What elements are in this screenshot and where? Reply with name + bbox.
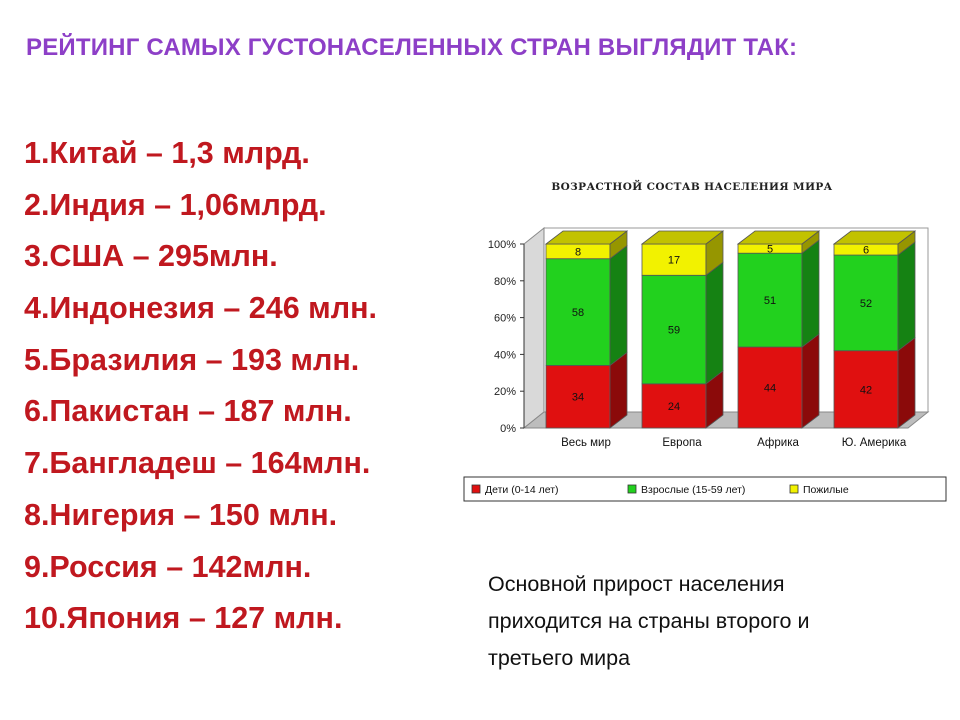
legend-swatch xyxy=(471,484,481,494)
slide-title: РЕЙТИНГ САМЫХ ГУСТОНАСЕЛЕННЫХ СТРАН ВЫГЛ… xyxy=(26,34,798,61)
y-tick-label: 0% xyxy=(500,423,516,435)
bar-top-face xyxy=(736,230,821,245)
x-tick-label: Ю. Америка xyxy=(842,437,907,449)
bar-segment xyxy=(641,274,707,385)
bar-top-face xyxy=(544,230,629,245)
bar-value-label: 17 xyxy=(668,255,680,267)
ranking-item: 4.Индонезия – 246 млн. xyxy=(24,291,377,326)
bar-segment-side xyxy=(897,241,916,352)
y-tick-label: 20% xyxy=(494,386,516,398)
ranking-item: 5.Бразилия – 193 млн. xyxy=(24,342,360,377)
y-tick-label: 40% xyxy=(494,349,516,361)
ranking-item: 9.Россия – 142млн. xyxy=(24,549,312,584)
y-tick-label: 80% xyxy=(494,276,516,288)
caption-line: третьего мира xyxy=(488,646,631,670)
bar-segment xyxy=(833,350,899,429)
legend-label: Дети (0-14 лет) xyxy=(485,484,559,496)
ranking-item: 10.Япония – 127 млн. xyxy=(24,601,343,636)
age-structure-chart: ВОЗРАСТНОЙ СОСТАВ НАСЕЛЕНИЯ МИРА 0% 20% 40%… xyxy=(462,172,948,510)
bar-value-label: 6 xyxy=(863,245,869,257)
chart-side-wall xyxy=(523,226,545,430)
bar-value-label: 52 xyxy=(860,298,872,310)
bar-value-label: 59 xyxy=(668,325,680,337)
ranking-item: 7.Бангладеш – 164млн. xyxy=(24,446,371,481)
bar-segment xyxy=(641,243,707,276)
bar-segment-side xyxy=(705,261,724,385)
ranking-item: 2.Индия – 1,06млрд. xyxy=(24,187,327,222)
chart-canvas: ВОЗРАСТНОЙ СОСТАВ НАСЕЛЕНИЯ МИРА 0% 20% 40%… xyxy=(463,178,947,502)
bar-value-label: 34 xyxy=(572,392,584,404)
x-tick-label: Весь мир xyxy=(561,437,611,449)
y-tick-label: 100% xyxy=(488,239,516,251)
bar-top-face xyxy=(640,230,725,245)
ranking-item: 8.Нигерия – 150 млн. xyxy=(24,497,338,532)
chart-title: ВОЗРАСТНОЙ СОСТАВ НАСЕЛЕНИЯ МИРА xyxy=(551,178,832,193)
chart-legend xyxy=(463,476,947,502)
caption-line: приходится на страны второго и xyxy=(488,609,810,633)
ranking-item: 1.Китай – 1,3 млрд. xyxy=(24,136,310,170)
bar-value-label: 58 xyxy=(572,307,584,319)
bar-segment-side xyxy=(801,333,820,429)
legend-swatch xyxy=(789,484,799,494)
bar-top-face xyxy=(832,230,917,245)
caption-text: Основной прирост населения приходится на… xyxy=(488,566,938,677)
ranking-item: 3.США – 295млн. xyxy=(24,239,278,274)
bar-value-label: 8 xyxy=(575,246,581,258)
bar-value-label: 24 xyxy=(668,401,680,413)
caption-line: Основной прирост населения xyxy=(488,572,785,596)
bar-segment-side xyxy=(897,336,916,429)
bar-value-label: 51 xyxy=(764,295,776,307)
bar-value-label: 44 xyxy=(764,383,776,395)
bar-segment-side xyxy=(801,239,820,348)
x-tick-label: Африка xyxy=(757,437,799,449)
legend-label: Взрослые (15-59 лет) xyxy=(641,484,745,496)
x-tick-label: Европа xyxy=(662,437,702,449)
country-ranking-list: 1.Китай – 1,3 млрд. 2.Индия – 1,06млрд. … xyxy=(24,128,377,645)
bar-value-label: 5 xyxy=(767,244,773,256)
bar-value-label: 42 xyxy=(860,384,872,396)
bar-segment-side xyxy=(609,244,628,367)
bar-segment xyxy=(737,346,803,429)
y-tick-label: 60% xyxy=(494,313,516,325)
legend-swatch xyxy=(627,484,637,494)
legend-label: Пожилые xyxy=(803,484,849,496)
ranking-item: 6.Пакистан – 187 млн. xyxy=(24,394,352,429)
bar-segment xyxy=(737,252,803,348)
